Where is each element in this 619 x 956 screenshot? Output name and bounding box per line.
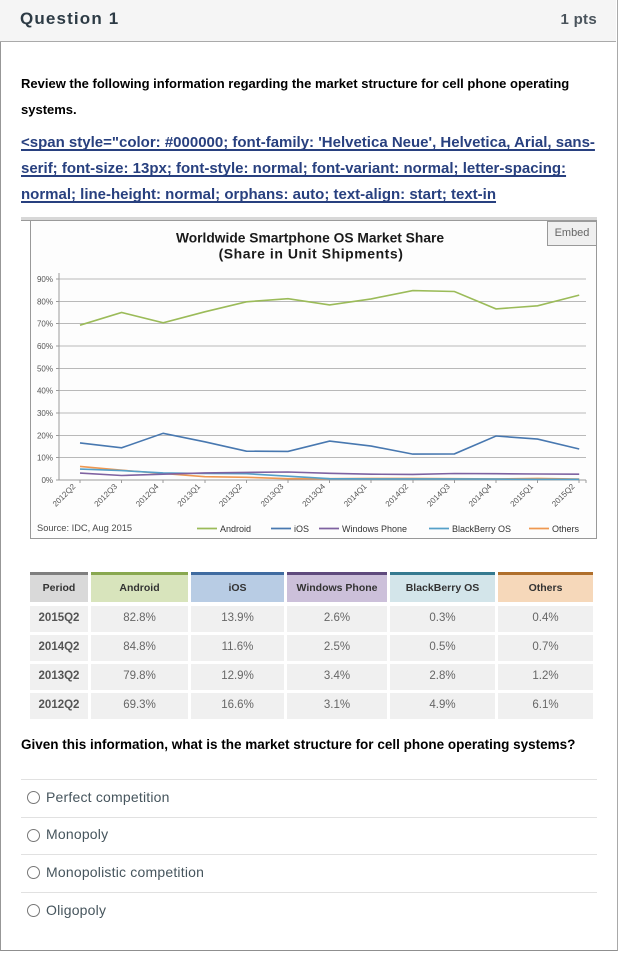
svg-text:(Share in Unit Shipments): (Share in Unit Shipments): [219, 246, 404, 262]
svg-text:2013Q3: 2013Q3: [259, 482, 286, 509]
svg-text:Worldwide Smartphone OS Market: Worldwide Smartphone OS Market Share: [176, 231, 444, 246]
svg-text:Android: Android: [220, 524, 251, 534]
svg-text:2013Q2: 2013Q2: [217, 482, 244, 509]
svg-text:2012Q4: 2012Q4: [134, 482, 161, 509]
svg-text:80%: 80%: [37, 297, 53, 306]
svg-text:70%: 70%: [37, 320, 53, 329]
svg-text:BlackBerry OS: BlackBerry OS: [452, 524, 511, 534]
svg-text:2014Q4: 2014Q4: [467, 482, 494, 509]
svg-text:2014Q1: 2014Q1: [342, 482, 369, 509]
svg-text:40%: 40%: [37, 387, 53, 396]
svg-text:Windows Phone: Windows Phone: [342, 524, 407, 534]
svg-text:2015Q1: 2015Q1: [509, 482, 536, 509]
svg-text:2014Q3: 2014Q3: [425, 482, 452, 509]
svg-text:0%: 0%: [41, 476, 53, 485]
svg-text:50%: 50%: [37, 364, 53, 373]
svg-text:Others: Others: [552, 524, 580, 534]
svg-text:10%: 10%: [37, 454, 53, 463]
svg-text:60%: 60%: [37, 342, 53, 351]
svg-text:2013Q4: 2013Q4: [301, 482, 328, 509]
svg-text:Source: IDC, Aug 2015: Source: IDC, Aug 2015: [37, 523, 132, 533]
svg-text:2015Q2: 2015Q2: [550, 482, 577, 509]
svg-text:2012Q3: 2012Q3: [93, 482, 120, 509]
svg-text:iOS: iOS: [294, 524, 309, 534]
svg-text:2012Q2: 2012Q2: [51, 482, 78, 509]
svg-text:2014Q2: 2014Q2: [384, 482, 411, 509]
svg-text:2013Q1: 2013Q1: [176, 482, 203, 509]
svg-text:90%: 90%: [37, 275, 53, 284]
svg-text:30%: 30%: [37, 409, 53, 418]
svg-text:20%: 20%: [37, 431, 53, 440]
